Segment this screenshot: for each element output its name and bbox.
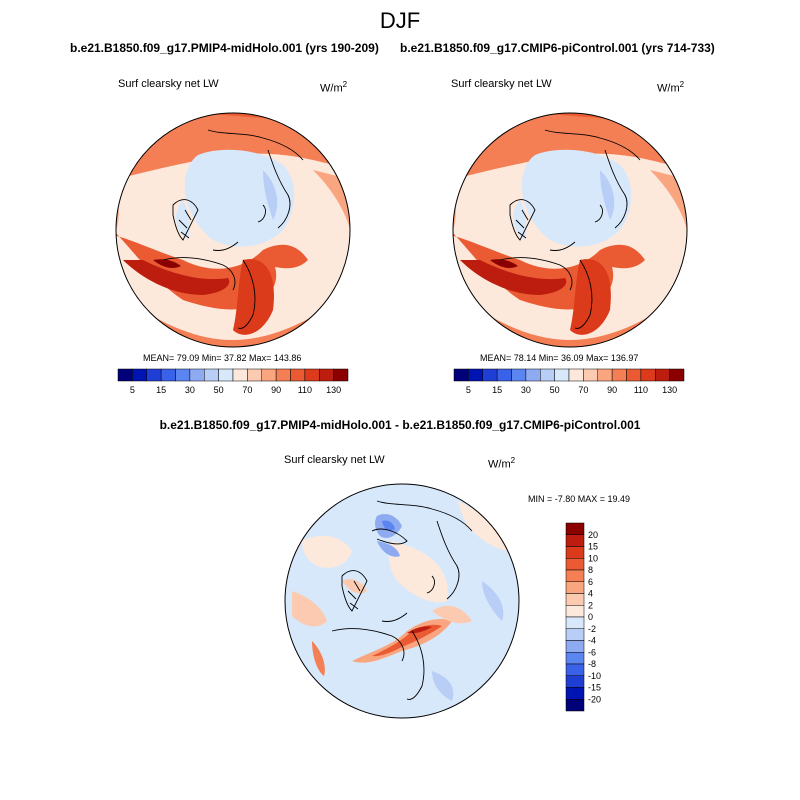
panel-2-colorbar-tick-label: 90 <box>607 385 617 395</box>
panel-1-colorbar-swatch <box>132 368 147 382</box>
difference-colorbar-tick-label: 15 <box>588 542 598 552</box>
difference-title: b.e21.B1850.f09_g17.PMIP4-midHolo.001 - … <box>159 418 641 432</box>
panel-2-colorbar-swatch <box>554 368 570 382</box>
panel-1-colorbar-tick-label: 90 <box>271 385 281 395</box>
panel-2-polar-map <box>452 112 688 348</box>
difference-colorbar-swatch <box>565 522 585 535</box>
panel-1-colorbar-tick-label: 5 <box>130 385 135 395</box>
panel-1-colorbar-tick-label: 110 <box>298 385 312 395</box>
panel-2-colorbar-tick-label: 30 <box>521 385 531 395</box>
difference-minmax: MIN = -7.80 MAX = 19.49 <box>528 494 631 504</box>
difference-colorbar-swatch <box>565 663 585 676</box>
difference-colorbar-tick-label: 8 <box>588 565 593 575</box>
panel-2-colorbar-tick-label: 70 <box>578 385 588 395</box>
difference-colorbar-tick-label: 4 <box>588 589 593 599</box>
difference-colorbar-tick-label: -2 <box>588 624 596 634</box>
panel-2-colorbar-swatch <box>468 368 483 382</box>
panel-2-colorbar-tick-label: 15 <box>492 385 502 395</box>
panel-2-colorbar-swatch <box>540 368 555 382</box>
difference-colorbar-tick-label: -8 <box>588 659 596 669</box>
panel-2-colorbar-swatch <box>626 368 642 382</box>
panel-2-colorbar-tick-label: 5 <box>466 385 471 395</box>
difference-colorbar-swatch <box>565 652 585 665</box>
panel-2-colorbar-swatch <box>640 368 656 382</box>
panel-1-colorbar-swatch <box>319 368 334 382</box>
difference-colorbar-tick-label: -4 <box>588 636 596 646</box>
panel-2-colorbar-tick-label: 130 <box>662 385 677 395</box>
difference-colorbar-tick-label: -10 <box>588 671 601 681</box>
panel-2-colorbar-swatch <box>496 368 512 382</box>
panel-2-colorbar-swatch <box>655 368 670 382</box>
difference-colorbar-swatch <box>565 640 585 653</box>
panel-2-colorbar-swatch <box>511 368 527 382</box>
panel-1-colorbar-tick-label: 15 <box>156 385 166 395</box>
difference-colorbar-swatch <box>565 675 585 688</box>
difference-colorbar-swatch <box>565 569 585 582</box>
panel-2-variable-label: Surf clearsky net LW <box>451 78 552 90</box>
difference-colorbar-swatch <box>565 628 585 641</box>
panel-1-colorbar-swatch <box>333 368 349 382</box>
panel-1-colorbar-swatch <box>232 368 248 382</box>
panel-2-colorbar-swatch <box>482 368 498 382</box>
difference-colorbar-swatch <box>565 581 585 594</box>
panel-2-run-title: b.e21.B1850.f09_g17.CMIP6-piControl.001 … <box>400 41 715 55</box>
difference-colorbar-tick-label: 6 <box>588 577 593 587</box>
difference-colorbar-swatch <box>565 558 585 571</box>
difference-colorbar-tick-label: 10 <box>588 553 598 563</box>
panel-1-polar-map <box>115 112 351 348</box>
panel-1-colorbar-tick-label: 70 <box>242 385 252 395</box>
panel-1-variable-label: Surf clearsky net LW <box>118 78 219 90</box>
figure-title: DJF <box>379 8 421 33</box>
difference-units: W/m2 <box>488 456 516 471</box>
panel-2-colorbar-swatch <box>611 368 627 382</box>
panel-2-units: W/m2 <box>657 80 685 95</box>
difference-colorbar-tick-label: 20 <box>588 530 598 540</box>
panel-1-colorbar-swatch <box>304 368 320 382</box>
panel-1-colorbar-swatch <box>175 368 191 382</box>
difference-colorbar-tick-label: 0 <box>588 612 593 622</box>
panel-1-colorbar-swatch <box>204 368 219 382</box>
panel-2-colorbar-tick-label: 110 <box>634 385 648 395</box>
panel-1-run-title: b.e21.B1850.f09_g17.PMIP4-midHolo.001 (y… <box>70 41 379 55</box>
difference-colorbar-swatch <box>565 593 585 606</box>
difference-colorbar-tick-label: 2 <box>588 600 593 610</box>
panel-1-colorbar-swatch <box>290 368 306 382</box>
difference-colorbar-swatch <box>565 687 585 700</box>
panel-2-colorbar-tick-label: 50 <box>550 385 560 395</box>
panel-1-colorbar-tick-label: 50 <box>214 385 224 395</box>
panel-1-colorbar-tick-label: 30 <box>185 385 195 395</box>
panel-1-colorbar-swatch <box>247 368 262 382</box>
difference-colorbar-swatch <box>565 546 585 559</box>
difference-colorbar-swatch <box>565 605 585 618</box>
panel-1-colorbar-swatch <box>275 368 291 382</box>
panel-2-colorbar: 5 15 30 50 70 90 110 130 <box>453 368 685 395</box>
panel-1-colorbar-swatch <box>160 368 176 382</box>
panel-1-colorbar-swatch <box>261 368 277 382</box>
difference-polar-map <box>284 483 520 719</box>
panel-2-colorbar-swatch <box>525 368 541 382</box>
difference-colorbar-swatch <box>565 534 585 547</box>
panel-2-colorbar-swatch <box>583 368 598 382</box>
panel-2-colorbar-swatch <box>453 368 469 382</box>
difference-colorbar-tick-label: -6 <box>588 647 596 657</box>
difference-variable-label: Surf clearsky net LW <box>284 454 385 466</box>
panel-1-stats: MEAN= 79.09 Min= 37.82 Max= 143.86 <box>143 353 302 363</box>
panel-1-colorbar-tick-label: 130 <box>326 385 341 395</box>
panel-2-colorbar-swatch <box>597 368 613 382</box>
difference-colorbar-tick-label: -15 <box>588 683 601 693</box>
panel-2-colorbar-swatch <box>568 368 584 382</box>
difference-colorbar-tick-label: -20 <box>588 694 601 704</box>
panel-1-colorbar: 5 15 30 50 70 90 110 130 <box>117 368 349 395</box>
panel-1-colorbar-swatch <box>189 368 205 382</box>
panel-2-stats: MEAN= 78.14 Min= 36.09 Max= 136.97 <box>480 353 639 363</box>
panel-1-units: W/m2 <box>320 80 348 95</box>
panel-1-colorbar-swatch <box>146 368 162 382</box>
panel-1-colorbar-swatch <box>218 368 234 382</box>
difference-colorbar-swatch <box>565 616 585 629</box>
difference-colorbar-swatch <box>565 699 585 712</box>
panel-2-colorbar-swatch <box>669 368 685 382</box>
panel-1-colorbar-swatch <box>117 368 133 382</box>
